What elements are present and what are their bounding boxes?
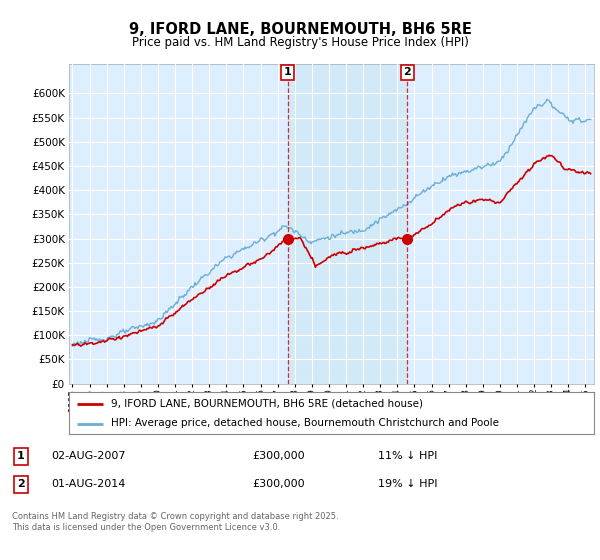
Text: Contains HM Land Registry data © Crown copyright and database right 2025.
This d: Contains HM Land Registry data © Crown c… xyxy=(12,512,338,532)
Text: 9, IFORD LANE, BOURNEMOUTH, BH6 5RE (detached house): 9, IFORD LANE, BOURNEMOUTH, BH6 5RE (det… xyxy=(111,399,423,409)
Text: £300,000: £300,000 xyxy=(252,479,305,489)
Text: HPI: Average price, detached house, Bournemouth Christchurch and Poole: HPI: Average price, detached house, Bour… xyxy=(111,418,499,428)
Text: 19% ↓ HPI: 19% ↓ HPI xyxy=(378,479,437,489)
Text: 2: 2 xyxy=(403,67,411,77)
Text: 2: 2 xyxy=(17,479,25,489)
Bar xyxy=(287,64,407,384)
Text: 02-AUG-2007: 02-AUG-2007 xyxy=(51,451,125,461)
Text: Price paid vs. HM Land Registry's House Price Index (HPI): Price paid vs. HM Land Registry's House … xyxy=(131,36,469,49)
Text: 9, IFORD LANE, BOURNEMOUTH, BH6 5RE: 9, IFORD LANE, BOURNEMOUTH, BH6 5RE xyxy=(128,22,472,38)
Text: £300,000: £300,000 xyxy=(252,451,305,461)
Text: 1: 1 xyxy=(17,451,25,461)
Text: 11% ↓ HPI: 11% ↓ HPI xyxy=(378,451,437,461)
Text: 1: 1 xyxy=(284,67,292,77)
Text: 01-AUG-2014: 01-AUG-2014 xyxy=(51,479,125,489)
